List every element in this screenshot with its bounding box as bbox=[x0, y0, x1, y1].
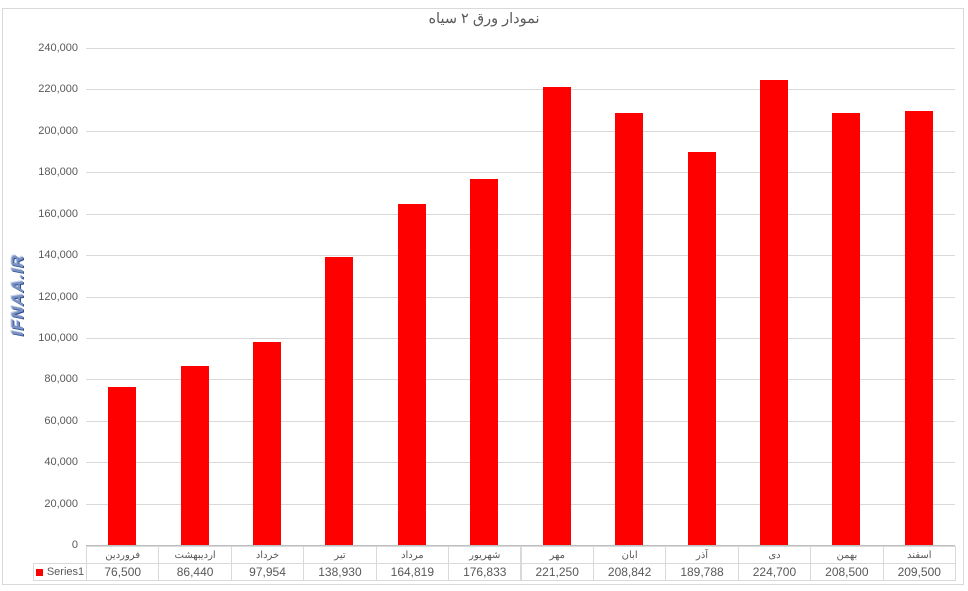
value-cell: 176,833 bbox=[448, 563, 522, 581]
x-axis-line bbox=[86, 545, 955, 546]
y-tick-label: 200,000 bbox=[38, 124, 78, 137]
month-cell: مهر bbox=[520, 546, 594, 564]
y-tick-label: 180,000 bbox=[38, 166, 78, 179]
value-cell: 208,842 bbox=[592, 563, 667, 581]
gridline bbox=[86, 255, 955, 257]
month-cell: تیر bbox=[303, 546, 377, 564]
bar bbox=[759, 79, 788, 545]
chart-title: نمودار ورق ۲ سیاه bbox=[428, 11, 540, 27]
bar bbox=[397, 203, 426, 545]
gridline bbox=[86, 379, 955, 381]
gridline bbox=[86, 89, 955, 91]
month-cell: بهمن bbox=[810, 546, 884, 564]
month-cell: مرداد bbox=[375, 546, 450, 564]
bar bbox=[108, 386, 137, 545]
bar bbox=[615, 112, 644, 545]
gridline bbox=[86, 296, 955, 298]
month-cell: اردیبهشت bbox=[158, 546, 232, 564]
y-tick-label: 80,000 bbox=[44, 373, 78, 386]
bar bbox=[542, 86, 571, 545]
month-cell: فروردین bbox=[86, 546, 160, 564]
month-cell: ابان bbox=[592, 546, 667, 564]
month-cell: خرداد bbox=[230, 546, 305, 564]
gridline bbox=[86, 503, 955, 505]
y-tick-label: 240,000 bbox=[38, 42, 78, 54]
y-tick-label: 40,000 bbox=[44, 456, 78, 469]
gridline bbox=[86, 172, 955, 174]
value-cell: 164,819 bbox=[375, 563, 450, 581]
value-cell: 208,500 bbox=[810, 563, 884, 581]
value-cell: 224,700 bbox=[737, 563, 812, 581]
y-tick-label: 100,000 bbox=[38, 331, 78, 344]
bar bbox=[470, 178, 499, 545]
value-cell: 76,500 bbox=[86, 563, 160, 581]
legend-series-label: Series1 bbox=[46, 566, 85, 578]
month-cell: آذر bbox=[665, 546, 739, 564]
gridline bbox=[86, 130, 955, 132]
legend-series-marker bbox=[35, 568, 43, 576]
bar bbox=[832, 113, 861, 545]
month-cell: اسفند bbox=[882, 546, 956, 564]
value-cell: 209,500 bbox=[882, 563, 956, 581]
bar bbox=[253, 342, 282, 545]
month-cell: دی bbox=[737, 546, 812, 564]
value-cell: 97,954 bbox=[230, 563, 305, 581]
value-cell: 138,930 bbox=[303, 563, 377, 581]
bar bbox=[687, 151, 716, 545]
y-tick-label: 160,000 bbox=[38, 207, 78, 220]
value-cell: 86,440 bbox=[158, 563, 232, 581]
y-tick-label: 0 bbox=[71, 539, 78, 551]
gridline bbox=[86, 337, 955, 339]
legend-key-cell: Series1 bbox=[33, 563, 87, 581]
value-cell: 189,788 bbox=[665, 563, 739, 581]
gridline bbox=[86, 213, 955, 215]
value-cell: 221,250 bbox=[520, 563, 594, 581]
gridline bbox=[86, 420, 955, 422]
gridline bbox=[86, 48, 955, 49]
y-tick-label: 20,000 bbox=[44, 497, 78, 510]
bar bbox=[325, 257, 354, 545]
y-tick-label: 140,000 bbox=[38, 249, 78, 262]
gridline bbox=[86, 462, 955, 464]
bar bbox=[180, 365, 209, 545]
y-tick-label: 120,000 bbox=[38, 290, 78, 303]
y-tick-label: 220,000 bbox=[38, 83, 78, 96]
y-tick-label: 60,000 bbox=[44, 414, 78, 427]
month-cell: شهریور bbox=[448, 546, 522, 564]
bar bbox=[904, 111, 933, 545]
